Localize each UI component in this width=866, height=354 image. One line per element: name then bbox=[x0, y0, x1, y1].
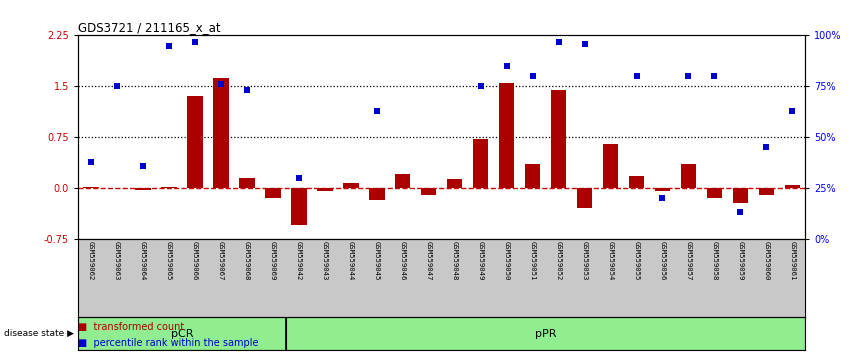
Bar bbox=[286, 317, 805, 350]
Bar bbox=[499, 83, 514, 188]
Text: GSM559049: GSM559049 bbox=[478, 241, 483, 281]
Bar bbox=[239, 178, 255, 188]
Text: GSM559058: GSM559058 bbox=[712, 241, 717, 281]
Text: GSM559066: GSM559066 bbox=[192, 241, 197, 281]
Text: ■  transformed count: ■ transformed count bbox=[78, 322, 184, 332]
Bar bbox=[603, 144, 618, 188]
Bar bbox=[681, 164, 696, 188]
Text: ■  percentile rank within the sample: ■ percentile rank within the sample bbox=[78, 338, 258, 348]
Text: GSM559063: GSM559063 bbox=[114, 241, 120, 281]
Text: GSM559067: GSM559067 bbox=[218, 241, 223, 281]
Bar bbox=[343, 183, 359, 188]
Bar bbox=[733, 188, 748, 203]
Text: GSM559069: GSM559069 bbox=[270, 241, 275, 281]
Bar bbox=[785, 185, 800, 188]
Text: GSM559044: GSM559044 bbox=[348, 241, 353, 281]
Text: GSM559064: GSM559064 bbox=[140, 241, 145, 281]
Text: GSM559059: GSM559059 bbox=[738, 241, 743, 281]
Bar bbox=[265, 188, 281, 198]
Bar bbox=[369, 188, 385, 200]
Bar bbox=[551, 90, 566, 188]
Bar bbox=[577, 188, 592, 209]
Text: pCR: pCR bbox=[171, 329, 193, 339]
Bar bbox=[525, 164, 540, 188]
Bar bbox=[707, 188, 722, 198]
Bar bbox=[759, 188, 774, 195]
Text: GSM559062: GSM559062 bbox=[88, 241, 94, 281]
Text: GSM559068: GSM559068 bbox=[244, 241, 249, 281]
Text: GSM559053: GSM559053 bbox=[582, 241, 587, 281]
Bar bbox=[629, 176, 644, 188]
Text: GSM559047: GSM559047 bbox=[426, 241, 431, 281]
Bar bbox=[187, 97, 203, 188]
Bar bbox=[83, 187, 99, 188]
Bar bbox=[78, 317, 286, 350]
Text: GSM559043: GSM559043 bbox=[322, 241, 327, 281]
Text: GSM559056: GSM559056 bbox=[660, 241, 665, 281]
Text: GSM559048: GSM559048 bbox=[452, 241, 457, 281]
Bar bbox=[447, 179, 462, 188]
Bar bbox=[317, 188, 333, 192]
Text: GSM559050: GSM559050 bbox=[504, 241, 509, 281]
Bar bbox=[161, 187, 177, 188]
Text: GSM559051: GSM559051 bbox=[530, 241, 535, 281]
Bar bbox=[421, 188, 436, 195]
Text: GSM559042: GSM559042 bbox=[296, 241, 301, 281]
Bar bbox=[473, 139, 488, 188]
Text: GSM559061: GSM559061 bbox=[790, 241, 795, 281]
Text: GSM559060: GSM559060 bbox=[764, 241, 769, 281]
Bar bbox=[213, 78, 229, 188]
Bar bbox=[655, 188, 670, 192]
Bar bbox=[395, 175, 410, 188]
Text: GSM559046: GSM559046 bbox=[400, 241, 405, 281]
Text: disease state ▶: disease state ▶ bbox=[3, 329, 74, 338]
Text: GSM559057: GSM559057 bbox=[686, 241, 691, 281]
Text: GSM559054: GSM559054 bbox=[608, 241, 613, 281]
Text: GSM559045: GSM559045 bbox=[374, 241, 379, 281]
Bar bbox=[135, 188, 151, 190]
Text: GDS3721 / 211165_x_at: GDS3721 / 211165_x_at bbox=[78, 21, 221, 34]
Text: pPR: pPR bbox=[535, 329, 556, 339]
Text: GSM559052: GSM559052 bbox=[556, 241, 561, 281]
Text: GSM559065: GSM559065 bbox=[166, 241, 171, 281]
Bar bbox=[291, 188, 307, 225]
Text: GSM559055: GSM559055 bbox=[634, 241, 639, 281]
